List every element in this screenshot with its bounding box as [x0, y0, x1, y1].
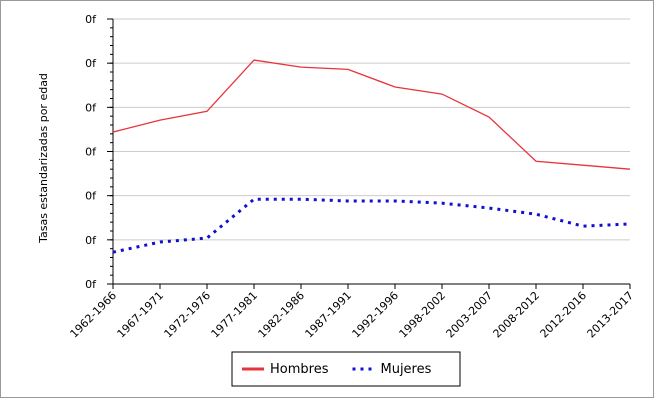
series-line [112, 59, 631, 170]
y-tick-label: 0f [85, 190, 97, 203]
y-tick-label: 0f [85, 278, 97, 291]
series-line [112, 197, 631, 254]
frame [0, 0, 654, 398]
legend-label: Hombres [270, 362, 329, 377]
y-axis-label: Tasas estandarizadas por edad [37, 73, 50, 244]
y-tick-label: 0f [85, 234, 97, 247]
y-tick-label: 0f [85, 146, 97, 159]
y-tick-label: 0f [85, 13, 97, 26]
legend-box [231, 351, 461, 387]
legend-label: Mujeres [380, 362, 431, 377]
y-tick-label: 0f [85, 57, 97, 70]
legend: Hombres Mujeres [231, 351, 461, 387]
y-tick-label: 0f [85, 101, 97, 114]
